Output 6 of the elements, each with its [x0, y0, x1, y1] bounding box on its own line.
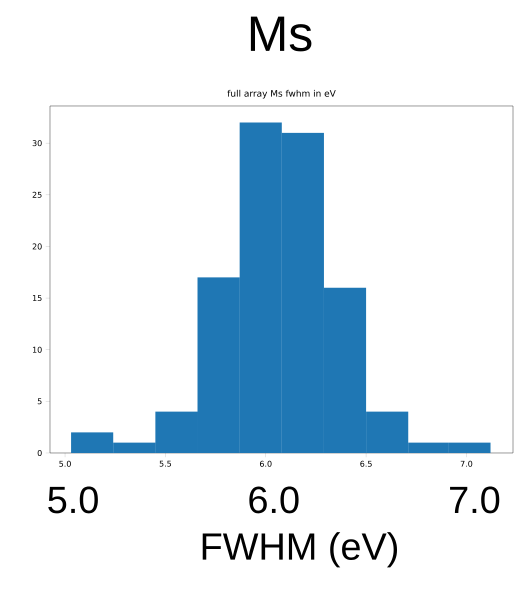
x2-tick-label: 7.0 — [450, 486, 500, 514]
x-axis-title: FWHM (eV) — [202, 532, 398, 568]
x2-tick-label: 6.0 — [249, 486, 299, 514]
chart-subtitle: full array Ms fwhm in eV — [227, 90, 336, 98]
x2-tick-label: 5.0 — [48, 486, 98, 514]
chart-title: Ms — [250, 16, 312, 52]
